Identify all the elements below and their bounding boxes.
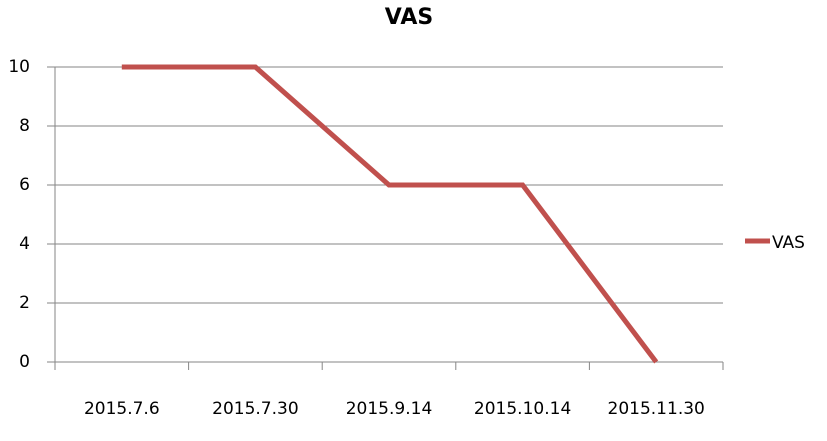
x-tick-label: 2015.9.14 [346, 399, 433, 419]
x-tick-label: 2015.7.6 [84, 399, 160, 419]
x-tick-label: 2015.11.30 [608, 399, 705, 419]
chart-title: VAS [385, 5, 433, 30]
y-tick-label: 6 [19, 175, 30, 195]
legend-label: VAS [772, 233, 805, 253]
y-tick-label: 8 [19, 116, 30, 136]
y-tick-label: 10 [8, 57, 30, 77]
y-tick-label: 2 [19, 293, 30, 313]
y-tick-label: 0 [19, 352, 30, 372]
x-tick-label: 2015.10.14 [474, 399, 571, 419]
x-tick-label: 2015.7.30 [212, 399, 299, 419]
y-tick-label: 4 [19, 234, 30, 254]
data-line [121, 64, 659, 364]
